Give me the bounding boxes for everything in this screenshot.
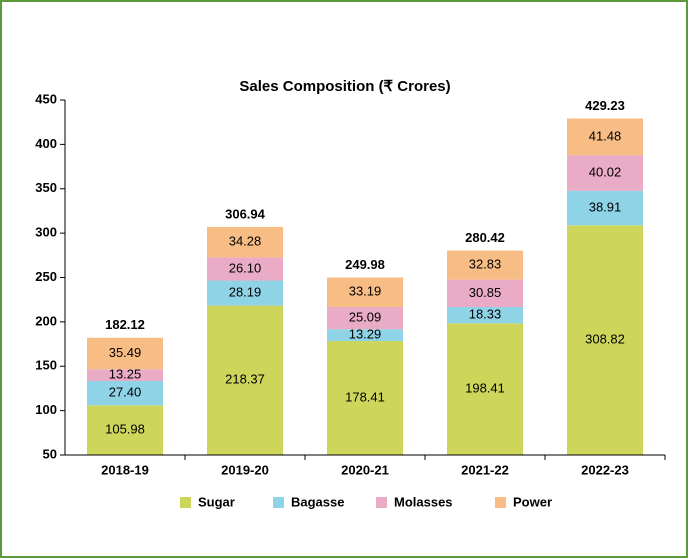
value-label: 178.41 xyxy=(345,389,385,404)
bar-segment xyxy=(207,305,283,455)
legend-swatch xyxy=(273,497,284,508)
x-tick-label: 2020-21 xyxy=(341,462,389,477)
legend-label: Bagasse xyxy=(291,494,344,509)
bar-segment xyxy=(447,323,523,455)
value-label: 41.48 xyxy=(589,128,622,143)
x-tick-label: 2018-19 xyxy=(101,462,149,477)
x-tick-label: 2019-20 xyxy=(221,462,269,477)
bar-segment xyxy=(207,257,283,281)
y-tick-label: 250 xyxy=(35,269,57,284)
value-label: 34.28 xyxy=(229,234,262,249)
legend-swatch xyxy=(180,497,191,508)
legend-label: Molasses xyxy=(394,494,453,509)
value-label: 35.49 xyxy=(109,345,142,360)
total-label: 429.23 xyxy=(585,98,625,113)
bar-segment xyxy=(447,307,523,324)
value-label: 40.02 xyxy=(589,164,622,179)
legend-label: Power xyxy=(513,494,552,509)
x-tick-label: 2021-22 xyxy=(461,462,509,477)
value-label: 32.83 xyxy=(469,257,502,272)
y-tick-label: 350 xyxy=(35,180,57,195)
value-label: 13.29 xyxy=(349,327,382,342)
value-label: 27.40 xyxy=(109,385,142,400)
bar-segment xyxy=(567,190,643,226)
value-label: 198.41 xyxy=(465,381,505,396)
total-label: 249.98 xyxy=(345,257,385,272)
bar-segment xyxy=(327,277,403,307)
bar-segment xyxy=(87,369,163,382)
y-tick-label: 150 xyxy=(35,358,57,373)
bar-segment xyxy=(87,405,163,455)
value-label: 33.19 xyxy=(349,284,382,299)
value-label: 18.33 xyxy=(469,307,502,322)
bar-segment xyxy=(327,306,403,330)
value-label: 28.19 xyxy=(229,284,262,299)
total-label: 182.12 xyxy=(105,317,145,332)
value-label: 26.10 xyxy=(229,260,262,275)
bar-segment xyxy=(87,381,163,406)
bar-segment xyxy=(327,341,403,455)
bar-segment xyxy=(327,329,403,342)
value-label: 218.37 xyxy=(225,372,265,387)
x-tick-label: 2022-23 xyxy=(581,462,629,477)
legend-label: Sugar xyxy=(198,494,235,509)
y-tick-label: 450 xyxy=(35,91,57,106)
bar-segment xyxy=(567,225,643,455)
bar-segment xyxy=(567,155,643,191)
bar-segment xyxy=(87,337,163,370)
bar-segment xyxy=(567,118,643,156)
bar-segment xyxy=(447,279,523,308)
value-label: 105.98 xyxy=(105,422,145,437)
legend-swatch xyxy=(376,497,387,508)
value-label: 38.91 xyxy=(589,199,622,214)
y-tick-label: 200 xyxy=(35,313,57,328)
value-label: 25.09 xyxy=(349,310,382,325)
y-tick-label: 100 xyxy=(35,402,57,417)
y-tick-label: 50 xyxy=(43,446,57,461)
bar-segment xyxy=(207,226,283,258)
total-label: 306.94 xyxy=(225,206,266,221)
chart-title: Sales Composition (₹ Crores) xyxy=(239,78,450,95)
value-label: 308.82 xyxy=(585,332,625,347)
legend-swatch xyxy=(495,497,506,508)
bar-segment xyxy=(207,280,283,306)
bar-segment xyxy=(447,250,523,280)
total-label: 280.42 xyxy=(465,230,505,245)
y-tick-label: 300 xyxy=(35,225,57,240)
y-tick-label: 400 xyxy=(35,136,57,151)
value-label: 13.25 xyxy=(109,367,142,382)
value-label: 30.85 xyxy=(469,285,502,300)
